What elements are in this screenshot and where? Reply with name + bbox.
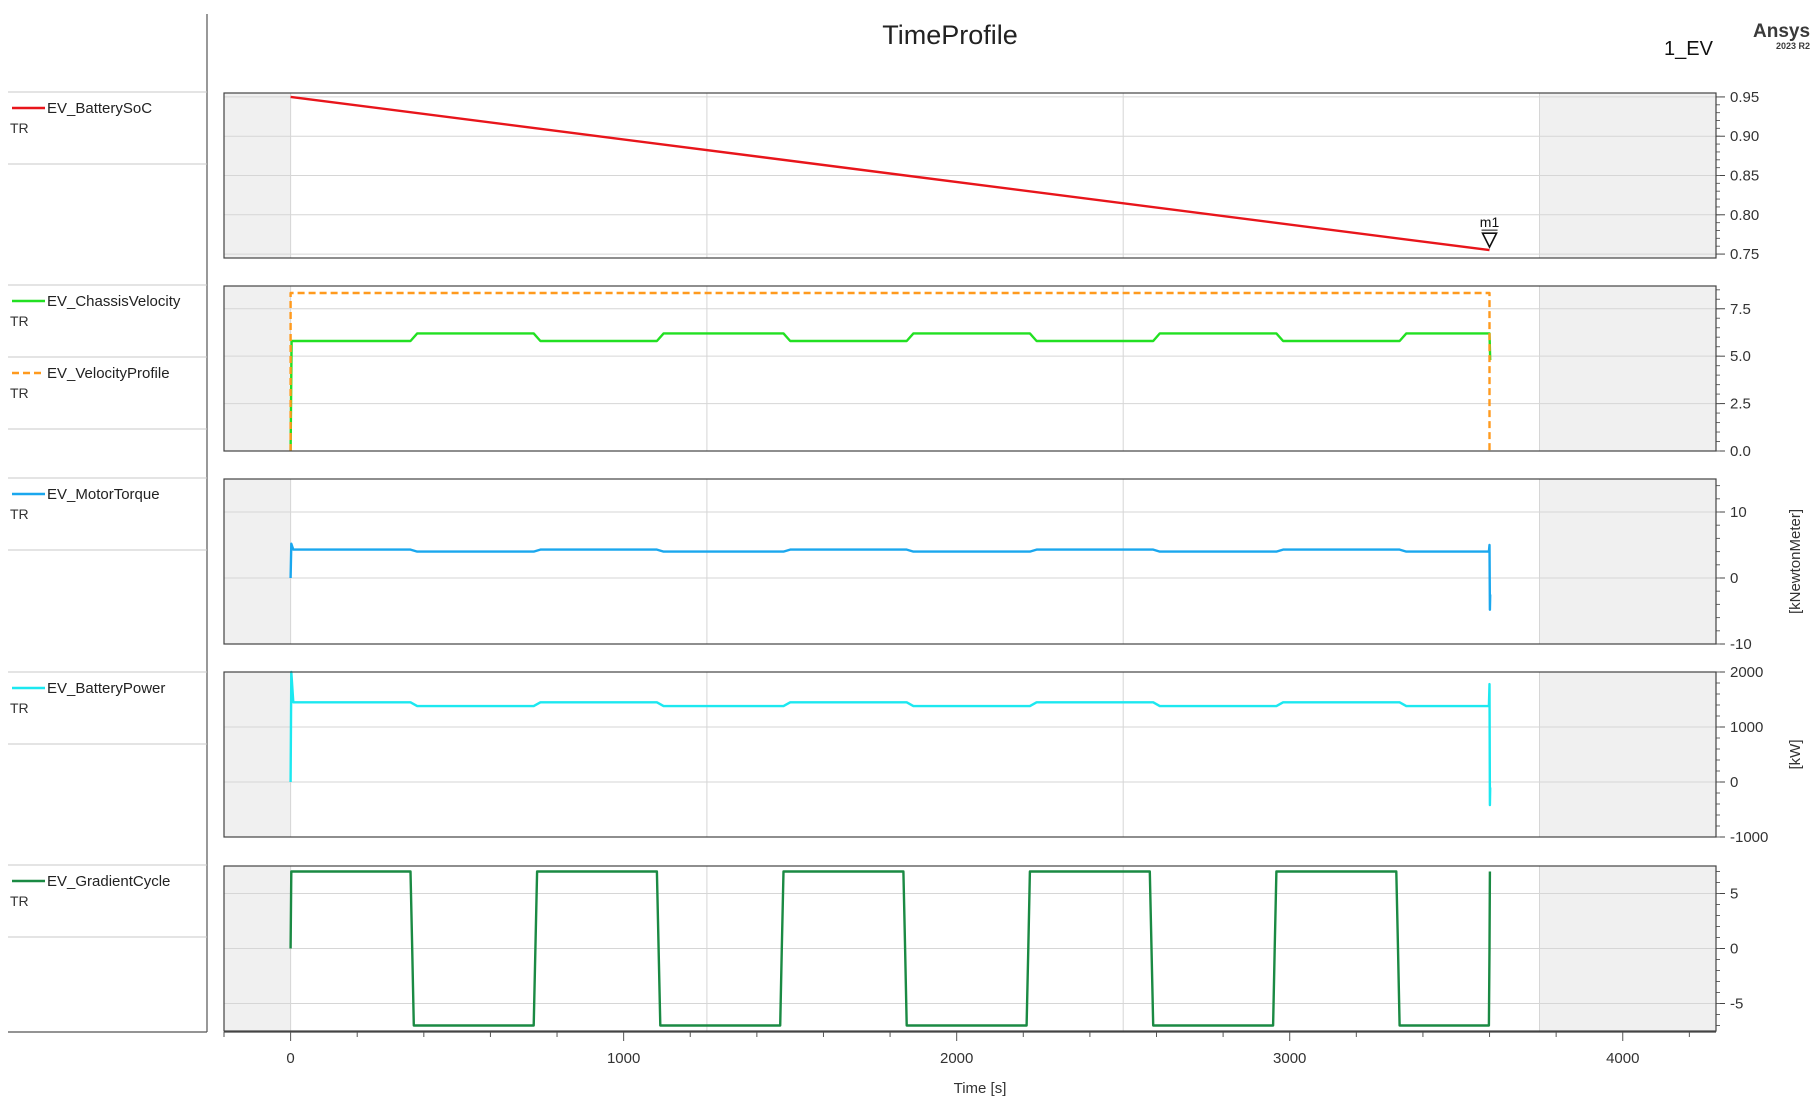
y-tick-label: 0.80 — [1730, 207, 1759, 224]
series-line-ev-motortorque[interactable] — [289, 542, 1492, 611]
series-line-ev-gradientcycle[interactable] — [289, 870, 1492, 1027]
plot-area — [224, 672, 1716, 837]
y-tick-label: 0.95 — [1730, 89, 1759, 106]
marker-triangle-icon — [1481, 232, 1498, 249]
y-tick-label: 2000 — [1730, 664, 1763, 681]
design-name: 1_EV — [1664, 38, 1713, 60]
legend-sublabel: TR — [10, 700, 29, 716]
x-axis-label: Time [s] — [954, 1080, 1007, 1097]
plot-frame — [223, 865, 1717, 1032]
shaded-region-before — [224, 479, 291, 644]
legend-entry-ev-batterysoc[interactable]: EV_BatterySoC TR — [8, 91, 207, 165]
x-tick-label: 4000 — [1606, 1050, 1639, 1067]
x-tick-label: 0 — [286, 1050, 294, 1067]
y-tick-label: 1000 — [1730, 719, 1763, 736]
plot-frame — [223, 92, 1717, 259]
shaded-region-before — [224, 286, 291, 451]
brand-logo: Ansys 2023 R2 — [1753, 22, 1810, 51]
x-tick-label: 1000 — [607, 1050, 640, 1067]
plot-panel-4: -1000 0 1000 2000 [kW] — [223, 664, 1804, 846]
brand-name: Ansys — [1753, 21, 1811, 42]
series-line-ev-batterypower[interactable] — [289, 670, 1492, 807]
y-tick-label: 0.90 — [1730, 128, 1759, 145]
y-tick-label: 0 — [1730, 774, 1738, 791]
legend-sublabel: TR — [10, 506, 29, 522]
y-tick-label: -1000 — [1730, 829, 1768, 846]
legend-label: EV_VelocityProfile — [47, 365, 170, 382]
marker-m1[interactable]: m1 — [1480, 214, 1500, 249]
legend-label: EV_ChassisVelocity — [47, 293, 181, 310]
legend-label: EV_GradientCycle — [47, 873, 170, 890]
plot-panel-1: 0.75 0.80 0.85 0.90 0.95 — [223, 89, 1759, 263]
plot-frame — [223, 285, 1717, 452]
y-axis-unit-label: [kW] — [1787, 740, 1804, 770]
plot-panel-2: 0.0 2.5 5.0 7.5 — [223, 285, 1751, 460]
x-axis: 0 1000 2000 3000 4000 Time [s] — [223, 1031, 1716, 1097]
legend-sublabel: TR — [10, 313, 29, 329]
legend-entry-ev-motortorque[interactable]: EV_MotorTorque TR — [8, 477, 207, 551]
legend-label: EV_MotorTorque — [47, 486, 160, 503]
y-tick-label: 0 — [1730, 941, 1738, 958]
series-line-ev-velocityprofile[interactable] — [289, 291, 1491, 451]
legend-entry-ev-gradientcycle[interactable]: EV_GradientCycle TR — [8, 864, 207, 938]
legend-entry-ev-chassisvelocity[interactable]: EV_ChassisVelocity TR — [8, 284, 207, 358]
y-tick-label: 5.0 — [1730, 348, 1751, 365]
y-tick-label: -10 — [1730, 636, 1752, 653]
legend-label: EV_BatteryPower — [47, 680, 165, 697]
legend-sublabel: TR — [10, 893, 29, 909]
shaded-region-after — [1539, 672, 1716, 837]
series-line-ev-batterysoc[interactable] — [290, 95, 1490, 252]
plot-panel-3: -10 0 10 [kNewtonMeter] — [223, 478, 1804, 653]
plot-area — [224, 479, 1716, 644]
brand-version: 2023 R2 — [1776, 41, 1811, 51]
y-tick-label: 0.0 — [1730, 443, 1751, 460]
y-tick-label: 7.5 — [1730, 301, 1751, 318]
y-tick-label: 0 — [1730, 570, 1738, 587]
y-tick-label: 5 — [1730, 886, 1738, 903]
legend-sublabel: TR — [10, 120, 29, 136]
x-tick-label: 3000 — [1273, 1050, 1306, 1067]
legend-entry-ev-batterypower[interactable]: EV_BatteryPower TR — [8, 671, 207, 745]
shaded-region-after — [1539, 286, 1716, 451]
legend-sublabel: TR — [10, 385, 29, 401]
legend-entry-ev-velocityprofile[interactable]: EV_VelocityProfile TR — [8, 356, 207, 430]
y-axis-unit-label: [kNewtonMeter] — [1787, 509, 1804, 614]
shaded-region-after — [1539, 479, 1716, 644]
y-tick-label: 0.85 — [1730, 168, 1759, 185]
plot-area — [224, 286, 1716, 451]
plot-frame — [223, 478, 1717, 645]
y-tick-label: 2.5 — [1730, 396, 1751, 413]
plot-panel-5: -5 0 5 — [223, 865, 1743, 1032]
chart-title: TimeProfile — [882, 20, 1018, 50]
y-tick-label: 10 — [1730, 504, 1747, 521]
y-tick-label: -5 — [1730, 996, 1743, 1013]
y-tick-label: 0.75 — [1730, 246, 1759, 263]
series-line-ev-chassisvelocity[interactable] — [289, 332, 1492, 452]
shaded-region-before — [224, 672, 291, 837]
x-tick-label: 2000 — [940, 1050, 973, 1067]
legend-label: EV_BatterySoC — [47, 100, 152, 117]
marker-label: m1 — [1480, 214, 1500, 230]
plot-frame — [223, 671, 1717, 838]
